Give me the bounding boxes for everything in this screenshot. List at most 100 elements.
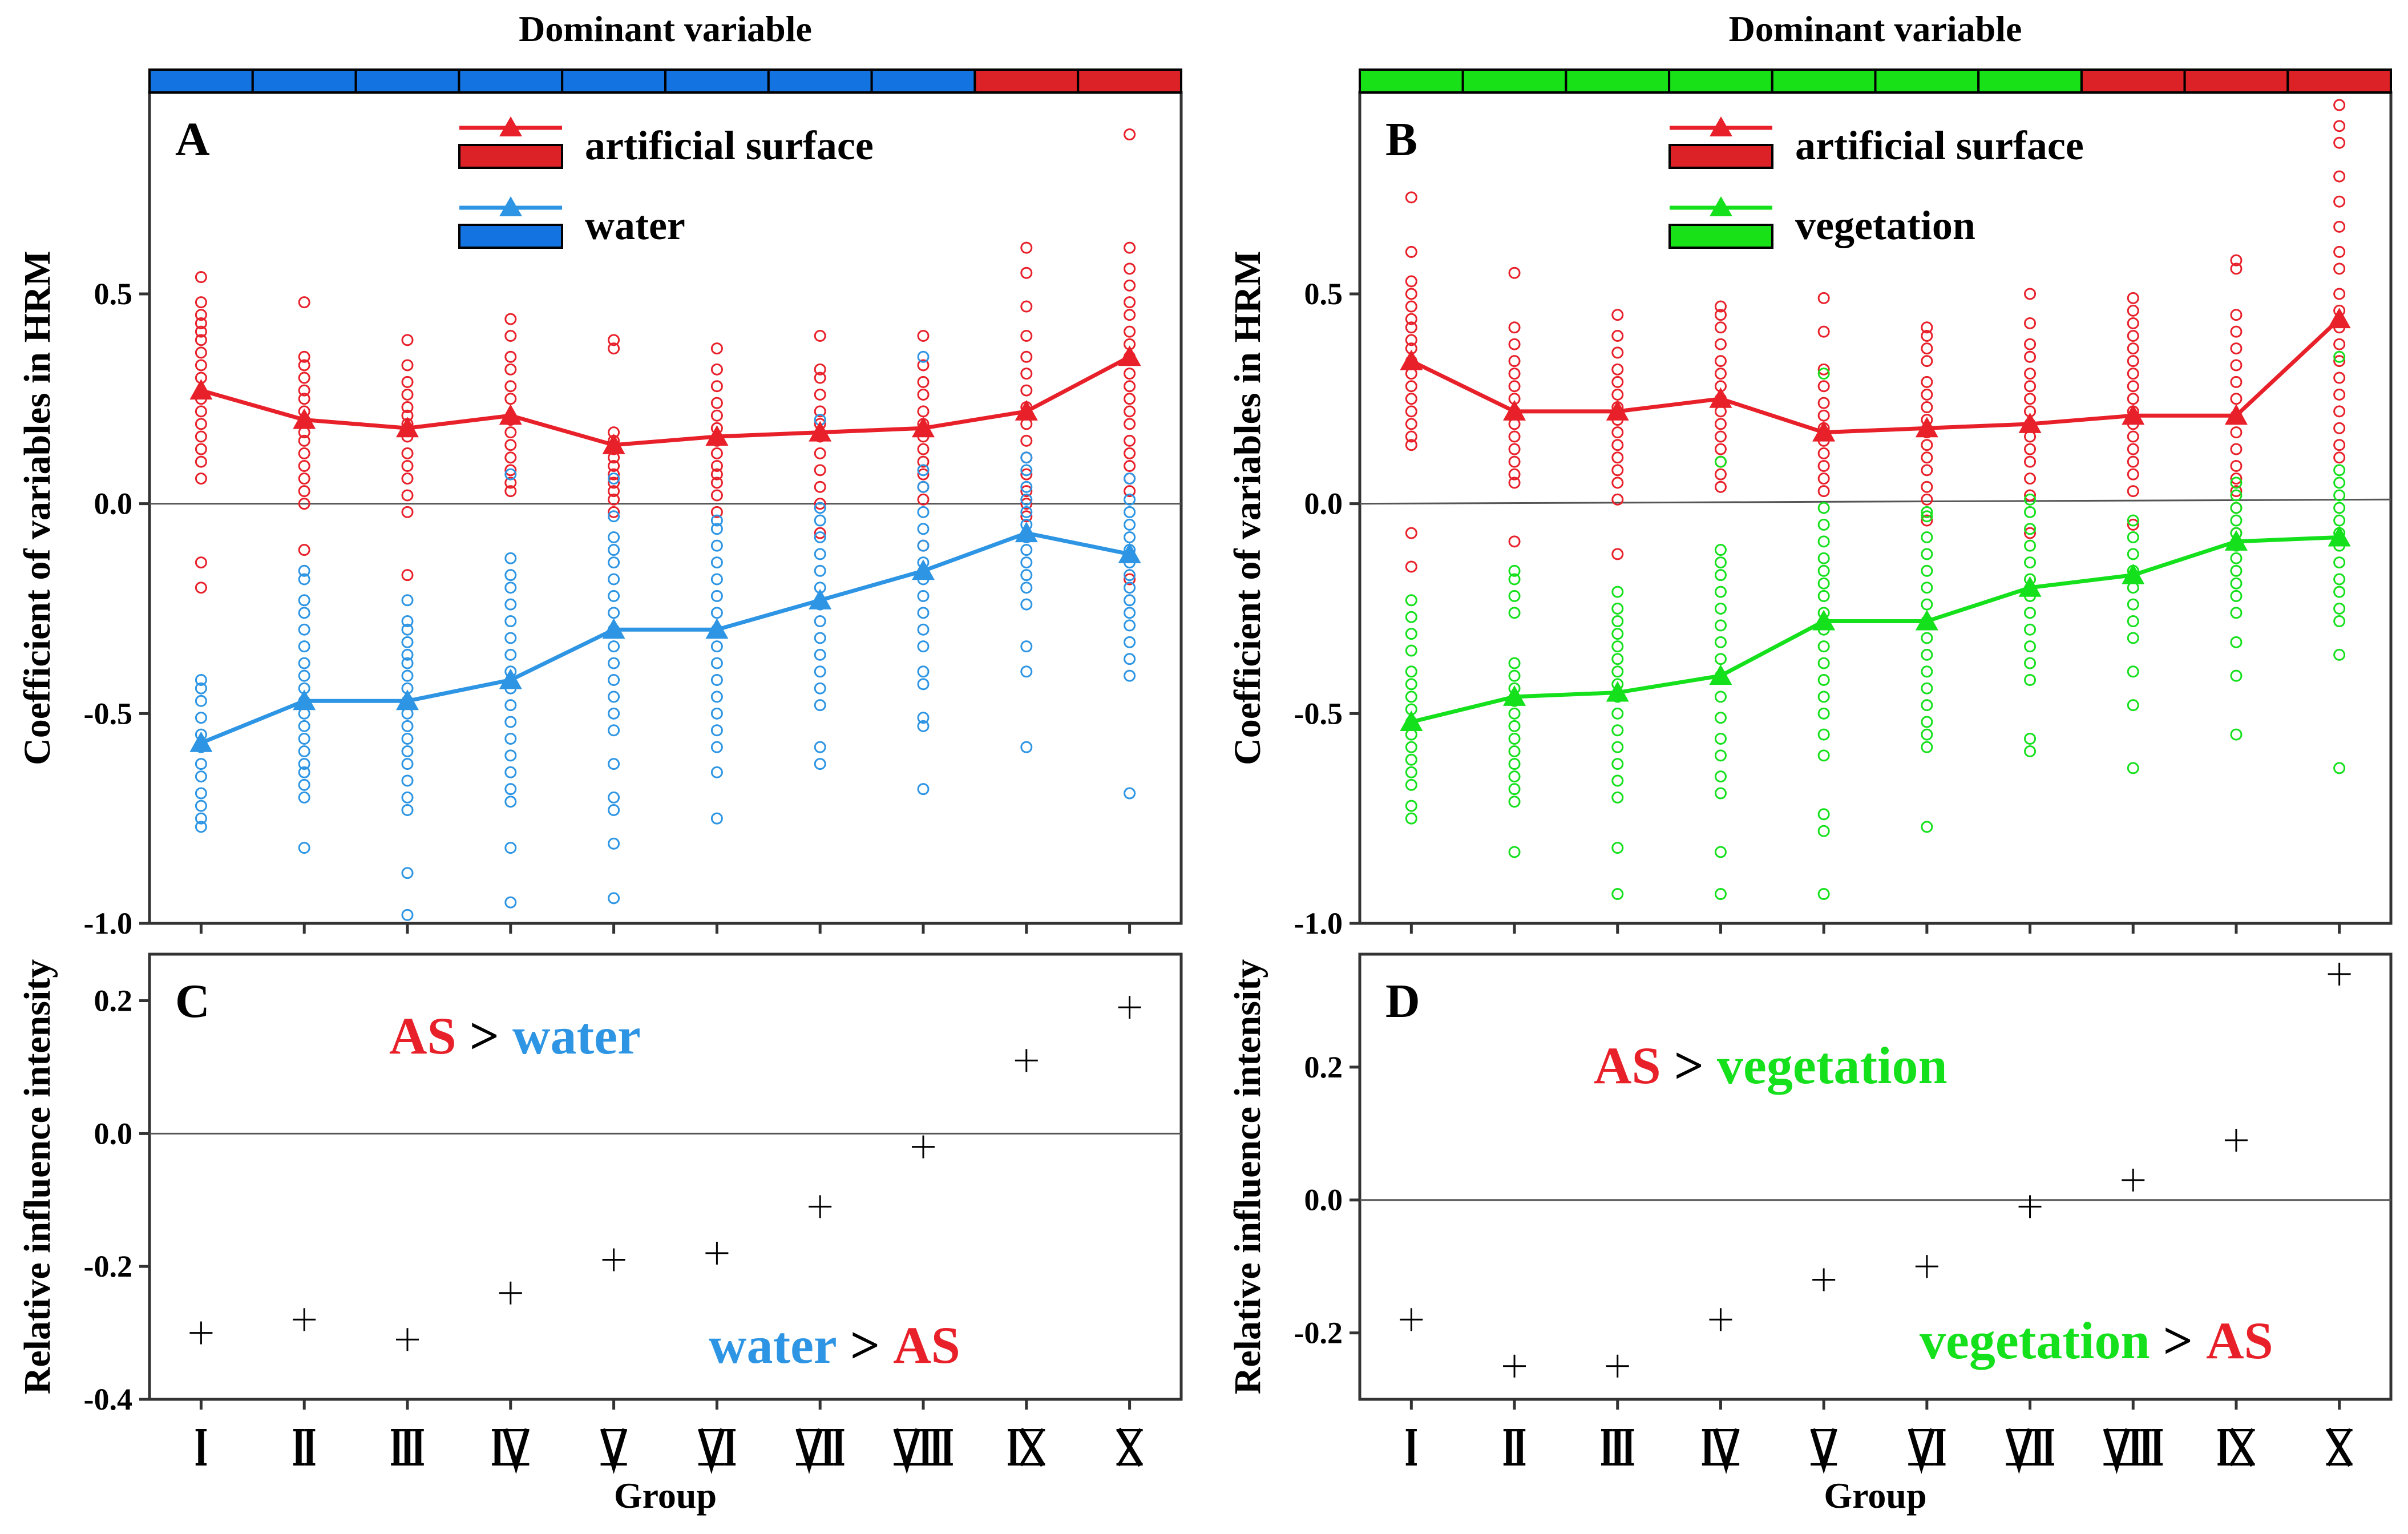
x-tick-label bbox=[698, 1428, 736, 1475]
scatter-point bbox=[2333, 388, 2346, 401]
panel-c: 0.2 0.0 -0.2 -0.4 Relative influence intensi… bbox=[17, 952, 1183, 1516]
scatter-point bbox=[1508, 770, 1521, 783]
scatter-point bbox=[2230, 342, 2243, 355]
mean-marker bbox=[499, 404, 522, 425]
x-tick-label bbox=[1601, 1429, 1634, 1466]
scatter-point bbox=[1714, 787, 1727, 800]
scatter-point bbox=[2127, 430, 2139, 443]
panel-d: 0.2 0.0 -0.2 Relative influence intensity D G… bbox=[1227, 952, 2393, 1516]
scatter-point bbox=[1611, 653, 1624, 665]
scatter-point bbox=[1921, 582, 1933, 594]
scatter-point bbox=[1405, 321, 1417, 334]
scatter-point bbox=[1405, 644, 1417, 657]
scatter-point bbox=[2230, 263, 2243, 275]
scatter-point bbox=[917, 376, 930, 388]
scatter-point bbox=[298, 564, 310, 577]
scatter-point bbox=[1714, 888, 1727, 901]
series-line bbox=[1411, 535, 2340, 724]
scatter-point bbox=[2333, 422, 2346, 434]
panel-letter: D bbox=[1385, 975, 1420, 1028]
mean-marker bbox=[809, 588, 832, 609]
series-water-line bbox=[189, 522, 1141, 752]
dominant-segment bbox=[148, 68, 254, 94]
scatter-point bbox=[1405, 778, 1417, 791]
scatter-point bbox=[1508, 477, 1521, 489]
scatter-point bbox=[1714, 355, 1727, 368]
intensity-point bbox=[912, 1135, 935, 1158]
scatter-point bbox=[608, 334, 620, 346]
scatter-point bbox=[1020, 451, 1033, 464]
annotation-lower: water > AS bbox=[709, 1316, 960, 1374]
scatter-point bbox=[298, 485, 310, 498]
scatter-point bbox=[2333, 602, 2346, 615]
scatter-point bbox=[2230, 564, 2243, 577]
scatter-point bbox=[298, 447, 310, 459]
scatter-point bbox=[917, 443, 930, 455]
y-tick-label: 0.2 bbox=[94, 983, 133, 1018]
scatter-point bbox=[1124, 473, 1136, 485]
scatter-point bbox=[1508, 758, 1521, 770]
dominant-segment bbox=[251, 68, 357, 94]
scatter-point bbox=[814, 447, 826, 459]
scatter-point bbox=[504, 477, 517, 489]
scatter-point bbox=[2333, 573, 2346, 586]
scatter-point bbox=[2127, 468, 2139, 481]
scatter-point bbox=[195, 821, 207, 833]
scatter-point bbox=[1921, 388, 1933, 401]
scatter-point bbox=[1714, 653, 1727, 665]
scatter-point bbox=[710, 812, 723, 825]
scatter-point bbox=[1124, 459, 1136, 472]
scatter-point bbox=[1508, 564, 1521, 577]
scatter-point bbox=[401, 388, 414, 401]
panel-letter: A bbox=[175, 113, 210, 166]
scatter-point bbox=[1508, 380, 1521, 393]
scatter-point bbox=[1508, 573, 1521, 586]
plot-frame bbox=[148, 952, 1183, 1401]
scatter-point bbox=[1611, 388, 1624, 401]
scatter-point bbox=[401, 745, 414, 758]
scatter-point bbox=[195, 405, 207, 418]
scatter-point bbox=[2333, 615, 2346, 628]
dominant-segment bbox=[767, 68, 873, 94]
scatter-point bbox=[1124, 787, 1136, 800]
annotation-part: > bbox=[2150, 1311, 2206, 1370]
scatter-point bbox=[1817, 485, 1830, 498]
scatter-point bbox=[2333, 762, 2346, 774]
scatter-point bbox=[1020, 481, 1033, 493]
mean-marker bbox=[602, 618, 625, 639]
scatter-point bbox=[504, 569, 517, 582]
legend-marker bbox=[1710, 196, 1732, 216]
scatter-point bbox=[1921, 632, 1933, 644]
dominant-variable-title: Dominant variable bbox=[1729, 9, 2022, 49]
series-water-scatter bbox=[195, 350, 1136, 921]
scatter-point bbox=[710, 523, 723, 535]
x-tick-label bbox=[1702, 1428, 1740, 1475]
scatter-point bbox=[2333, 245, 2346, 258]
annotation-part: > bbox=[837, 1316, 893, 1374]
scatter-point bbox=[1921, 531, 1933, 543]
scatter-point bbox=[608, 544, 620, 556]
scatter-point bbox=[504, 552, 517, 564]
mean-marker bbox=[1015, 399, 1038, 421]
numeral-stroke bbox=[1810, 1428, 1837, 1475]
panel-a: 0.5 0.0 -0.5 -1.0 Coefficient of variables i… bbox=[17, 9, 1183, 940]
scatter-point bbox=[2024, 393, 2037, 405]
scatter-point bbox=[1508, 468, 1521, 481]
scatter-point bbox=[1405, 313, 1417, 325]
scatter-point bbox=[2024, 539, 2037, 552]
scatter-point bbox=[608, 590, 620, 602]
scatter-point bbox=[1817, 640, 1830, 653]
scatter-point bbox=[917, 623, 930, 636]
scatter-point bbox=[710, 556, 723, 569]
mean-marker bbox=[189, 731, 213, 752]
legend-item-artificial-surface: artificial surface bbox=[1668, 116, 2084, 169]
scatter-point bbox=[401, 334, 414, 346]
scatter-point bbox=[1124, 380, 1136, 393]
scatter-point bbox=[2127, 317, 2139, 329]
scatter-point bbox=[1714, 481, 1727, 493]
scatter-point bbox=[1020, 498, 1033, 510]
scatter-point bbox=[1405, 691, 1417, 703]
scatter-point bbox=[2024, 640, 2037, 653]
scatter-point bbox=[608, 493, 620, 506]
scatter-point bbox=[2024, 732, 2037, 745]
